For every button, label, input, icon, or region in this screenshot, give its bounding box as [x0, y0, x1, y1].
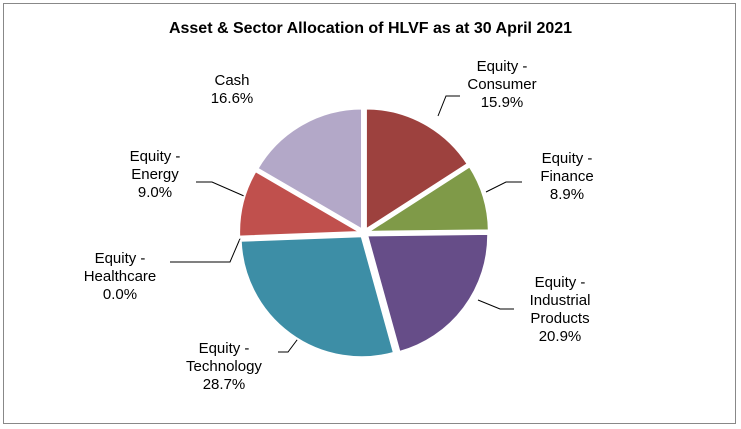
pie-slice: [256, 107, 364, 232]
category-label: Equity - Technology: [186, 340, 262, 375]
value-label: 9.0%: [137, 184, 173, 201]
chart-frame: [3, 3, 736, 424]
pie-slice: [239, 232, 361, 239]
pie-slice: [239, 235, 396, 359]
value-label: 16.6%: [210, 90, 254, 107]
slice-label: Equity - Energy 9.0%: [107, 148, 203, 202]
leader-line: [437, 95, 460, 117]
leader-line: [170, 233, 243, 263]
leader-line: [196, 181, 245, 197]
category-label: Equity - Industrial Products: [529, 274, 591, 327]
chart-title: Asset & Sector Allocation of HLVF as at …: [168, 20, 573, 37]
slice-label: Equity - Consumer 15.9%: [454, 58, 550, 112]
value-label: 20.9%: [538, 328, 582, 345]
value-label: 28.7%: [202, 376, 246, 393]
slice-label: Equity - Technology 28.7%: [176, 340, 272, 394]
slice-label: Equity - Finance 8.9%: [519, 150, 615, 204]
pie-slice: [364, 164, 490, 233]
slice-label: Equity - Industrial Products 20.9%: [512, 274, 608, 346]
pie-slice: [364, 107, 470, 232]
category-label: Cash: [214, 72, 250, 89]
leader-line: [278, 335, 301, 353]
slice-label: Equity - Healthcare 0.0%: [72, 250, 168, 304]
leader-line: [477, 299, 514, 310]
category-label: Equity - Finance: [540, 150, 594, 185]
leader-lines: [170, 95, 522, 353]
slice-label: Cash 16.6%: [184, 72, 280, 108]
pie-slice: [365, 232, 490, 354]
category-label: Equity - Energy: [129, 148, 181, 183]
pie-slice: [238, 169, 364, 238]
value-label: 8.9%: [549, 186, 585, 203]
value-label: 15.9%: [480, 94, 524, 111]
category-label: Equity - Healthcare: [83, 250, 157, 285]
leader-line: [485, 181, 522, 193]
category-label: Equity - Consumer: [467, 58, 537, 93]
value-label: 0.0%: [102, 286, 138, 303]
